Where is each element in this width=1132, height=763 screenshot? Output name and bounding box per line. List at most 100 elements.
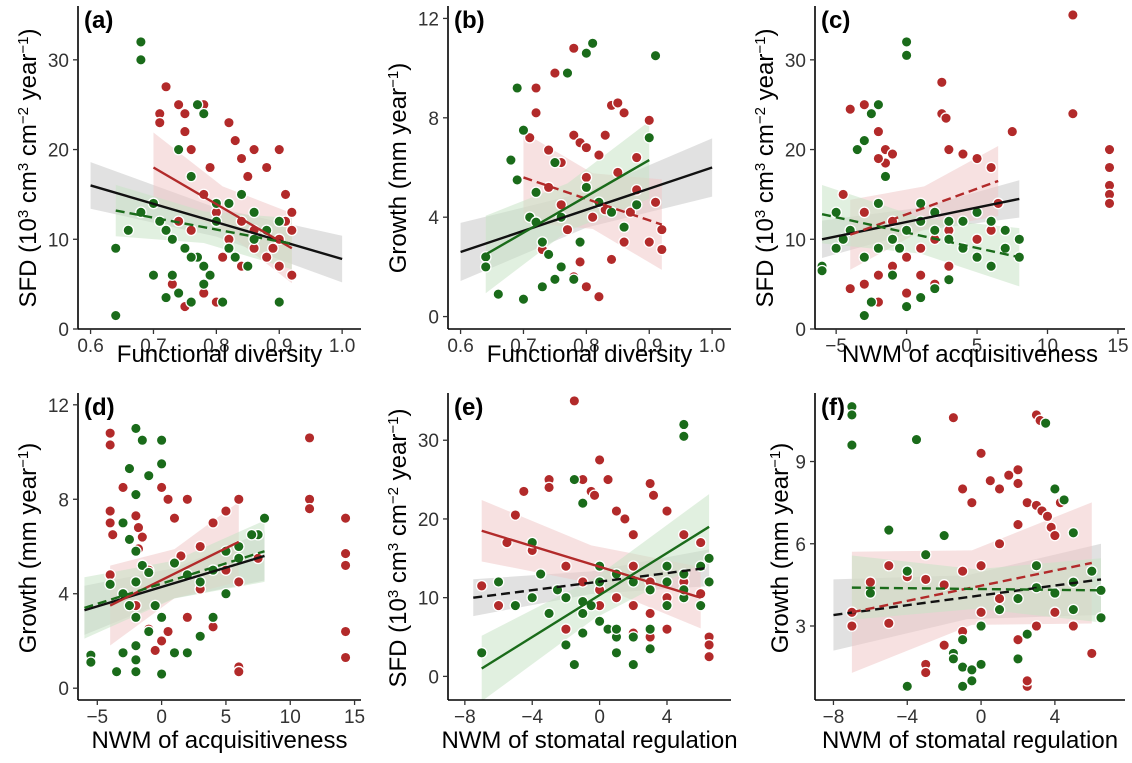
red-point — [194, 540, 207, 553]
green-point — [586, 37, 599, 50]
red-point — [993, 483, 1006, 495]
red-point — [1103, 161, 1116, 174]
green-point — [938, 529, 951, 542]
green-point — [677, 418, 690, 431]
green-point — [830, 206, 842, 219]
green-point — [618, 221, 630, 233]
x-tick-label: 0.7 — [140, 336, 166, 357]
green-point — [580, 181, 593, 194]
y-axis-label: SFD (103 cm3 cm−2 year−1) — [752, 29, 780, 308]
red-point — [303, 502, 316, 515]
red-point — [703, 650, 715, 663]
black-fit-line — [473, 566, 710, 599]
x-tick-label: 0 — [901, 336, 912, 357]
red-point — [993, 537, 1006, 550]
x-tick-label: 0 — [156, 707, 167, 728]
red-point — [882, 559, 895, 572]
red-point — [181, 611, 194, 624]
red-point — [588, 489, 601, 502]
green-point — [928, 224, 941, 237]
green-point — [123, 599, 136, 612]
red-point — [858, 278, 871, 290]
red-point — [872, 125, 885, 138]
green-point — [593, 615, 606, 628]
green-point — [142, 625, 155, 638]
red-point — [155, 635, 168, 647]
x-tick-label: 0.9 — [636, 336, 662, 357]
x-axis-label: NWM of stomatal regulation — [822, 727, 1118, 754]
green-point — [574, 236, 586, 248]
green-point — [179, 242, 191, 255]
green-point — [893, 242, 906, 255]
red-point — [339, 512, 352, 525]
x-tick-label: 5 — [972, 336, 983, 357]
green-point — [130, 665, 142, 678]
red-point — [232, 576, 245, 588]
green-point — [130, 545, 142, 558]
red-point — [232, 665, 245, 678]
green-point — [204, 269, 216, 282]
x-tick-label: 0.6 — [77, 336, 103, 357]
red-point — [339, 559, 352, 572]
green-point — [816, 264, 828, 277]
green-point — [194, 630, 207, 643]
red-point — [543, 481, 555, 494]
x-axis-label: Functional diversity — [117, 341, 322, 368]
y-tick-label: 8 — [58, 490, 69, 511]
red-fit-line — [849, 179, 999, 236]
green-point — [245, 528, 258, 541]
red-point — [644, 607, 656, 620]
green-point — [975, 620, 987, 632]
panel-label: (e) — [454, 394, 483, 421]
green-point — [568, 473, 581, 486]
green-point — [536, 280, 549, 293]
red-point — [1012, 463, 1024, 476]
red-point — [185, 224, 198, 237]
panel-label: (f) — [821, 394, 845, 421]
x-tick-label: 1.0 — [699, 336, 725, 357]
red-point — [643, 114, 656, 127]
green-point — [155, 611, 168, 624]
green-point — [1012, 592, 1024, 605]
panel-label: (c) — [821, 7, 850, 34]
y-axis-label: Growth (mm year−1) — [385, 63, 413, 273]
x-tick-label: −8 — [823, 707, 845, 728]
green-point — [865, 107, 878, 120]
green-point — [872, 242, 885, 255]
y-tick-label: 20 — [48, 141, 69, 162]
y-tick-label: 0 — [58, 679, 69, 700]
y-tick-label: 30 — [418, 431, 439, 452]
green-point — [155, 668, 168, 680]
red-point — [1012, 477, 1024, 490]
green-point — [886, 269, 899, 282]
panel-d: −5 0 5 10 15 0 4 8 12 (d) NWM of acquisitiveness Gr… — [15, 393, 365, 754]
green-point — [1012, 653, 1024, 665]
green-point — [846, 409, 858, 421]
red-point — [136, 531, 149, 543]
red-point — [260, 161, 273, 174]
green-point — [555, 261, 568, 273]
green-point — [155, 457, 168, 470]
green-point — [223, 242, 235, 255]
red-point — [1067, 620, 1080, 632]
green-point — [965, 663, 978, 676]
green-point — [235, 188, 248, 201]
red-point — [149, 644, 162, 657]
red-point — [858, 98, 871, 111]
green-point — [142, 566, 155, 579]
red-point — [104, 439, 117, 451]
red-point — [179, 107, 191, 120]
y-axis-label: Growth (mm year−1) — [767, 443, 795, 653]
x-tick-label: 15 — [344, 707, 365, 728]
red-point — [985, 161, 997, 174]
green-point — [160, 291, 172, 304]
green-point — [956, 633, 969, 646]
panel-c: −5 0 5 10 15 0 10 20 30 (c) NWM of acquisitiveness… — [752, 6, 1129, 368]
confidence-bands — [473, 494, 710, 700]
green-point — [136, 559, 149, 572]
y-tick-label: 0 — [795, 320, 806, 341]
red-point — [655, 223, 668, 236]
red-point — [285, 269, 298, 282]
red-point — [273, 143, 286, 156]
green-point — [130, 654, 142, 666]
